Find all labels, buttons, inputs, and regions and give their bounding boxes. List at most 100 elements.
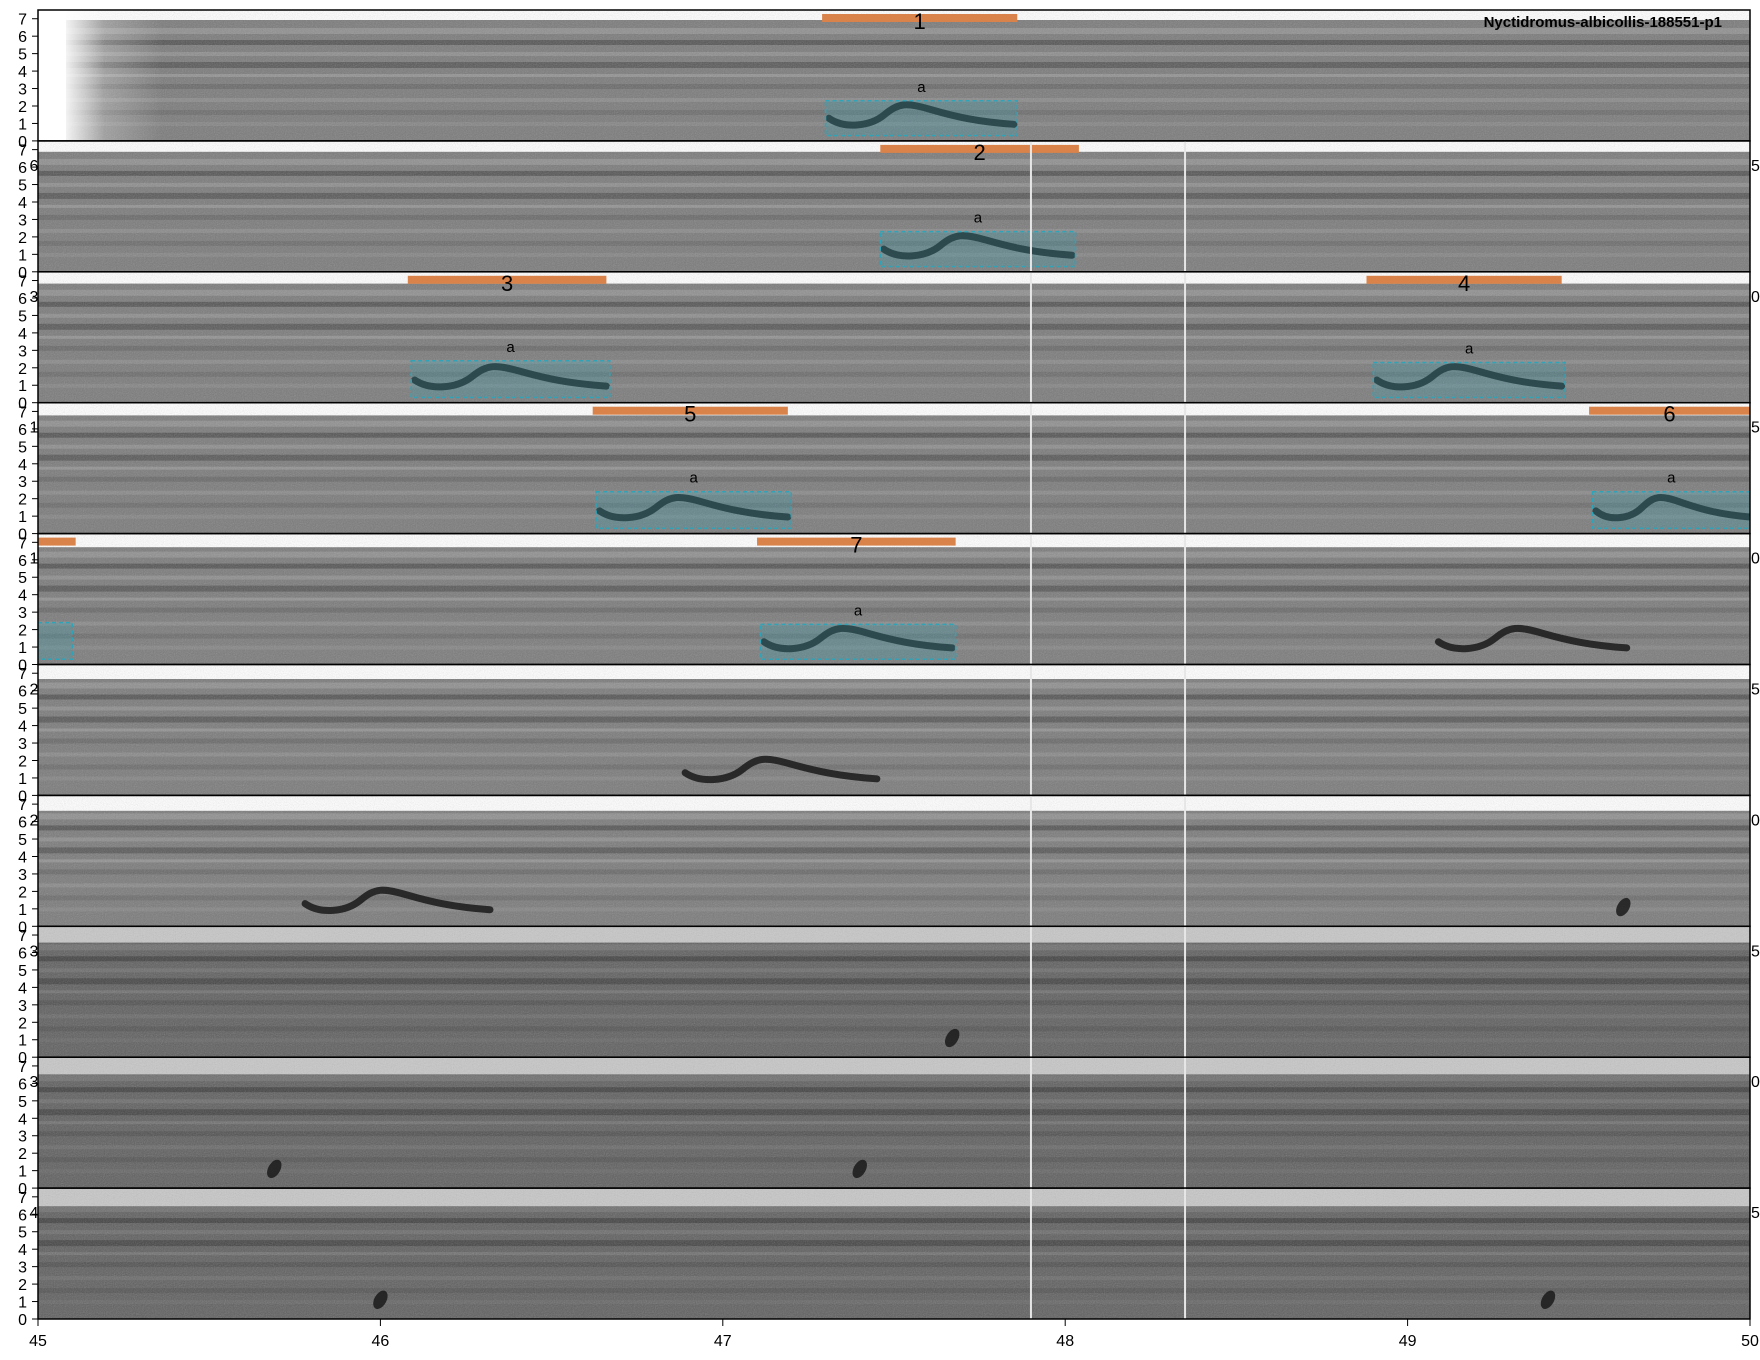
y-tick-label: 2 [18, 884, 27, 901]
y-tick-label: 1 [18, 116, 27, 133]
x-tick-label: 48 [1056, 1333, 1074, 1350]
y-tick-label: 3 [18, 212, 27, 229]
x-tick-label: 46 [372, 1333, 390, 1350]
segment-number: 5 [684, 402, 696, 427]
row-start-label: 3 [30, 943, 39, 960]
click-mark [944, 1028, 960, 1048]
y-tick-label: 0 [18, 396, 27, 413]
call-trace [1592, 494, 1750, 522]
row-frame [37, 1187, 1751, 1320]
row-start-label: 2 [30, 812, 39, 829]
click-mark [267, 1159, 282, 1179]
row-end-label: 5 [1751, 682, 1760, 699]
segment-bar [1589, 406, 1750, 415]
row-noise [38, 664, 1750, 796]
y-tick-label: 7 [18, 797, 27, 814]
y-tick-label: 0 [18, 134, 27, 151]
y-tick-label: 1 [18, 1295, 27, 1312]
row-start-label: 2 [30, 682, 39, 699]
annotation-box-label: a [974, 210, 983, 227]
y-tick-label: 1 [18, 378, 27, 395]
y-tick-label: 5 [18, 701, 27, 718]
y-tick-label: 5 [18, 570, 27, 587]
row-body [38, 1188, 1750, 1319]
y-tick-label: 6 [18, 684, 27, 701]
y-tick-label: 5 [18, 178, 27, 195]
row-body: a1 [38, 9, 1750, 141]
blank-lead [38, 10, 66, 141]
y-tick-label: 2 [18, 492, 27, 509]
annotation-box [824, 100, 1019, 137]
row-start-label: 1 [30, 551, 39, 568]
y-tick-label: 6 [18, 1076, 27, 1093]
y-tick-label: 2 [18, 230, 27, 247]
y-tick-label: 0 [18, 265, 27, 282]
segment-bar [592, 406, 788, 415]
row-end-label: 0 [1751, 289, 1760, 306]
call-trace [1373, 363, 1566, 391]
y-tick-label: 0 [18, 1050, 27, 1067]
row-end-label: 0 [1751, 812, 1760, 829]
y-tick-label: 7 [18, 274, 27, 291]
y-tick-label: 6 [18, 29, 27, 46]
call-trace [681, 755, 881, 784]
y-tick-label: 5 [18, 1094, 27, 1111]
row-noise [38, 795, 1750, 927]
row-start-label: 6 [30, 158, 39, 175]
row-noise [38, 926, 1750, 1058]
row-body [38, 1057, 1750, 1189]
y-tick-label: 2 [18, 1146, 27, 1163]
row-body: a a 5 6 [38, 402, 1750, 534]
annotation-box [1591, 490, 1750, 530]
call-trace [596, 494, 792, 522]
segment-number: 1 [914, 9, 926, 34]
y-tick-label: 6 [18, 291, 27, 308]
row-start-label: 3 [30, 289, 39, 306]
call-trace [301, 886, 494, 914]
row-body [38, 795, 1750, 927]
y-tick-label: 5 [18, 1225, 27, 1242]
y-tick-label: 4 [18, 326, 27, 343]
y-tick-label: 2 [18, 623, 27, 640]
y-tick-label: 0 [18, 1181, 27, 1198]
x-axis: 45 46 47 48 49 50 [29, 1319, 1759, 1350]
annotation-box-label: a [854, 602, 863, 619]
y-tick-label: 0 [18, 527, 27, 544]
y-tick-label: 6 [18, 1207, 27, 1224]
row-end-label: 5 [1751, 158, 1760, 175]
annotation-box-label: a [1667, 470, 1676, 487]
segment-bar [822, 14, 1018, 22]
chart-title: Nyctidromus-albicollis-188551-p1 [1484, 14, 1722, 31]
y-tick-label: 7 [18, 535, 27, 552]
y-tick-label: 4 [18, 719, 27, 736]
y-tick-label: 4 [18, 195, 27, 212]
y-tick-label: 0 [18, 788, 27, 805]
y-tick-label: 1 [18, 509, 27, 526]
call-trace [760, 624, 956, 653]
click-mark [373, 1290, 388, 1309]
segment-number: 2 [973, 140, 985, 165]
y-tick-label: 2 [18, 1015, 27, 1032]
y-tick-label: 3 [18, 82, 27, 99]
y-tick-label: 5 [18, 832, 27, 849]
row-noise [38, 271, 1750, 403]
y-tick-label: 1 [18, 640, 27, 657]
row-body: a7 [38, 533, 1750, 665]
segment-bar [38, 537, 76, 546]
row-noise [38, 140, 1750, 272]
annotation-box-label: a [690, 470, 699, 487]
y-tick-label: 4 [18, 457, 27, 474]
y-tick-label: 1 [18, 1033, 27, 1050]
row-end-label: 5 [1751, 1205, 1760, 1222]
y-tick-label: 7 [18, 143, 27, 160]
row-body [38, 664, 1750, 796]
y-tick-label: 3 [18, 736, 27, 753]
